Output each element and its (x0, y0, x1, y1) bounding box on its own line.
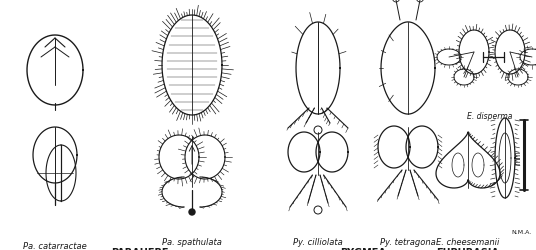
Text: PYGMEA: PYGMEA (340, 248, 386, 250)
Text: mm: mm (513, 150, 523, 166)
Text: Pa. catarractae: Pa. catarractae (23, 242, 87, 250)
Text: PARAHEBE: PARAHEBE (111, 248, 169, 250)
Text: E. cheesemanii: E. cheesemanii (436, 238, 500, 247)
Text: N.M.A.: N.M.A. (512, 230, 532, 235)
Text: Py. tetragona: Py. tetragona (380, 238, 436, 247)
Text: Pa. spathulata: Pa. spathulata (162, 238, 222, 247)
Text: EUPHRASIA: EUPHRASIA (436, 248, 500, 250)
Text: Py. cilliolata: Py. cilliolata (293, 238, 343, 247)
Text: E. disperma: E. disperma (467, 112, 513, 121)
Circle shape (189, 209, 195, 215)
